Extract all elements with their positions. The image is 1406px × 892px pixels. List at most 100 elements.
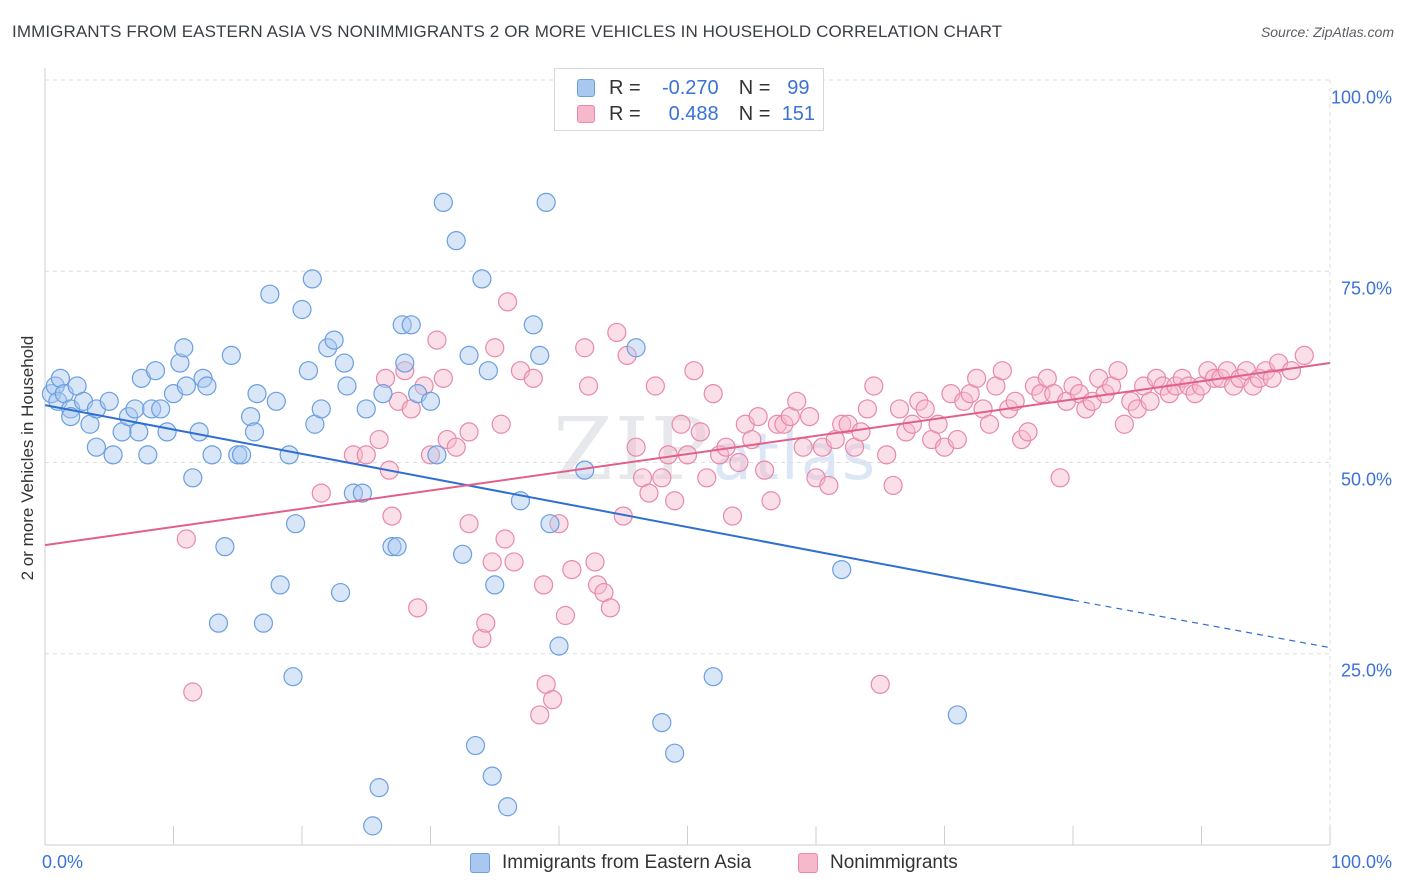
point-nonimmigrants: [375, 368, 396, 388]
point-nonimmigrants: [832, 414, 852, 434]
point-nonimmigrants: [311, 483, 331, 503]
point-immigrants: [283, 667, 303, 687]
point-immigrants: [832, 559, 852, 580]
point-nonimmigrants: [979, 414, 1000, 434]
point-immigrants: [174, 338, 194, 358]
point-immigrants: [260, 284, 280, 304]
point-immigrants: [626, 338, 646, 358]
point-immigrants: [215, 537, 235, 557]
trend-line-immigrants: [44, 404, 1074, 602]
point-nonimmigrants: [395, 361, 415, 381]
y-tick-label-25: 25.0%: [1340, 660, 1392, 681]
point-immigrants: [138, 445, 158, 465]
point-nonimmigrants: [787, 391, 807, 411]
point-nonimmigrants: [967, 368, 987, 388]
point-nonimmigrants: [722, 506, 743, 526]
point-nonimmigrants: [1050, 468, 1070, 488]
point-immigrants: [285, 514, 306, 534]
point-immigrants: [352, 483, 372, 503]
point-nonimmigrants: [1281, 361, 1302, 381]
point-nonimmigrants: [585, 552, 605, 572]
point-immigrants: [523, 315, 543, 335]
point-nonimmigrants: [183, 682, 203, 702]
point-nonimmigrants: [1159, 384, 1179, 404]
point-immigrants: [427, 445, 447, 465]
point-immigrants: [99, 391, 119, 411]
point-immigrants: [266, 391, 286, 411]
point-immigrants: [395, 353, 415, 373]
point-nonimmigrants: [1011, 429, 1032, 450]
point-immigrants: [536, 192, 556, 212]
legend-item-immigrants: Immigrants from Eastern Asia: [470, 852, 751, 874]
point-nonimmigrants: [482, 552, 502, 572]
point-immigrants: [703, 667, 723, 687]
legend-swatch-pink: [577, 105, 595, 123]
legend-r-label: R =: [609, 76, 641, 99]
point-immigrants: [478, 361, 498, 381]
point-nonimmigrants: [954, 391, 974, 411]
trend-lines: [44, 362, 1331, 649]
point-immigrants: [253, 613, 274, 633]
point-nonimmigrants: [658, 445, 678, 465]
chart-title: IMMIGRANTS FROM EASTERN ASIA VS NONIMMIG…: [12, 22, 1003, 41]
point-immigrants: [324, 330, 344, 350]
point-immigrants: [157, 422, 177, 442]
x-tick-label-0: 0.0%: [42, 852, 84, 872]
point-nonimmigrants: [562, 559, 582, 580]
y-tick-label-75: 75.0%: [1340, 278, 1392, 299]
point-nonimmigrants: [684, 361, 704, 381]
point-immigrants: [221, 345, 241, 365]
point-nonimmigrants: [420, 445, 441, 465]
point-nonimmigrants: [870, 674, 890, 694]
point-immigrants: [373, 384, 393, 404]
axes: [44, 68, 1331, 846]
point-nonimmigrants: [703, 384, 723, 404]
point-nonimmigrants: [1140, 391, 1160, 411]
point-nonimmigrants: [665, 491, 685, 511]
point-nonimmigrants: [1243, 376, 1263, 396]
legend-n-label: N =: [738, 102, 771, 125]
point-nonimmigrants: [491, 414, 511, 434]
point-immigrants: [446, 231, 466, 251]
legend-label-nonimmigrants: Nonimmigrants: [830, 852, 958, 873]
legend-r-value: 0.488: [668, 102, 719, 125]
point-nonimmigrants: [889, 399, 910, 419]
point-immigrants: [356, 399, 376, 419]
legend-r-value: -0.270: [661, 76, 719, 99]
point-immigrants: [334, 353, 355, 373]
point-nonimmigrants: [947, 429, 967, 450]
point-nonimmigrants: [555, 605, 576, 626]
point-nonimmigrants: [485, 338, 505, 358]
point-immigrants: [279, 445, 299, 465]
point-nonimmigrants: [645, 376, 665, 396]
point-nonimmigrants: [915, 399, 935, 419]
point-nonimmigrants: [909, 391, 929, 411]
point-nonimmigrants: [408, 598, 428, 618]
legend-n-value: 151: [781, 102, 816, 125]
point-nonimmigrants: [793, 437, 813, 457]
point-nonimmigrants: [433, 368, 453, 388]
point-nonimmigrants: [446, 437, 466, 457]
point-immigrants: [472, 269, 492, 289]
point-nonimmigrants: [498, 292, 518, 312]
point-nonimmigrants: [382, 506, 402, 526]
point-nonimmigrants: [575, 338, 595, 358]
point-nonimmigrants: [652, 468, 672, 488]
x-tick-label-100: 100.0%: [1330, 852, 1392, 872]
legend-swatch-pink: [798, 853, 818, 873]
point-nonimmigrants: [530, 705, 550, 725]
point-immigrants: [433, 192, 453, 212]
point-immigrants: [208, 613, 229, 633]
point-immigrants: [549, 636, 569, 656]
y-axis-label: 2 or more Vehicles in Household: [18, 335, 37, 581]
point-nonimmigrants: [523, 368, 543, 388]
point-nonimmigrants: [729, 452, 749, 473]
point-immigrants: [189, 422, 209, 442]
point-immigrants: [176, 376, 196, 396]
point-immigrants: [363, 816, 383, 836]
point-immigrants: [241, 407, 261, 427]
point-nonimmigrants: [427, 330, 447, 350]
point-immigrants: [311, 399, 331, 419]
point-immigrants: [50, 368, 71, 388]
point-nonimmigrants: [1108, 361, 1128, 381]
